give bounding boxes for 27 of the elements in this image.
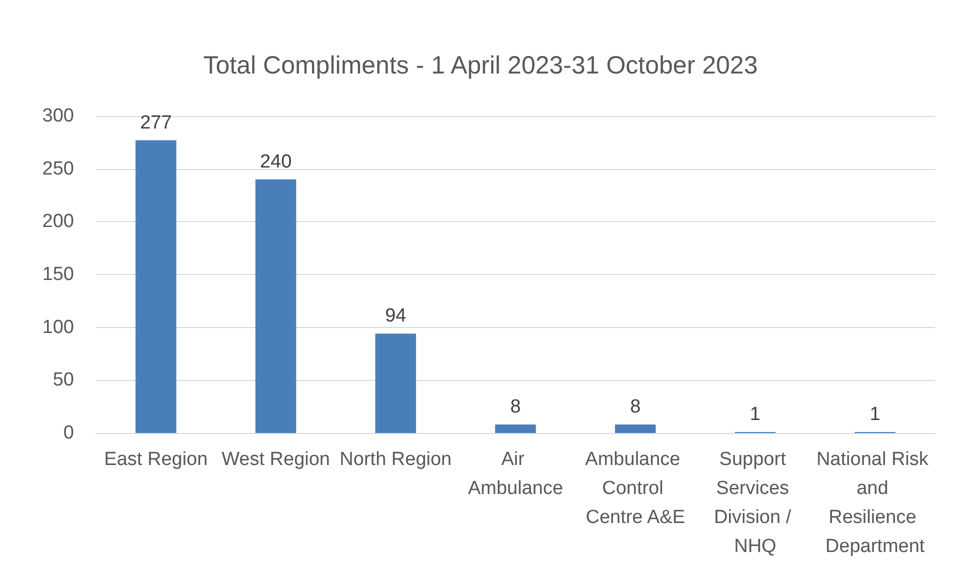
x-tick-label: Support Services Division / NHQ <box>714 449 796 557</box>
x-tick-label: Air Ambulance <box>468 449 564 499</box>
data-label: 94 <box>385 306 407 327</box>
bar <box>495 424 536 433</box>
chart-title: Total Compliments - 1 April 2023-31 October 2023 <box>203 52 758 80</box>
y-tick-label: 50 <box>52 370 74 391</box>
y-tick-label: 300 <box>42 106 74 126</box>
bar <box>614 424 656 433</box>
data-label: 8 <box>630 396 641 418</box>
data-label: 1 <box>870 404 880 425</box>
data-label: 277 <box>140 112 172 134</box>
bar <box>255 179 296 433</box>
y-tick-label: 200 <box>42 211 74 232</box>
y-tick-label: 100 <box>42 316 74 338</box>
y-tick-label: 250 <box>42 158 74 180</box>
x-tick-label: Ambulance Control Centre A&E <box>585 449 686 528</box>
y-tick-label: 0 <box>63 422 74 444</box>
data-label: 1 <box>750 404 761 425</box>
x-tick-label: East Region <box>104 449 208 470</box>
bar <box>136 140 176 433</box>
x-tick-label: West Region <box>222 449 330 470</box>
x-tick-label: North Region <box>340 449 452 470</box>
y-tick-label: 150 <box>42 264 74 285</box>
x-tick-label: National Risk and Resilience Department <box>816 449 934 557</box>
data-label: 8 <box>510 396 521 418</box>
bar <box>375 334 416 433</box>
data-label: 240 <box>260 151 292 172</box>
